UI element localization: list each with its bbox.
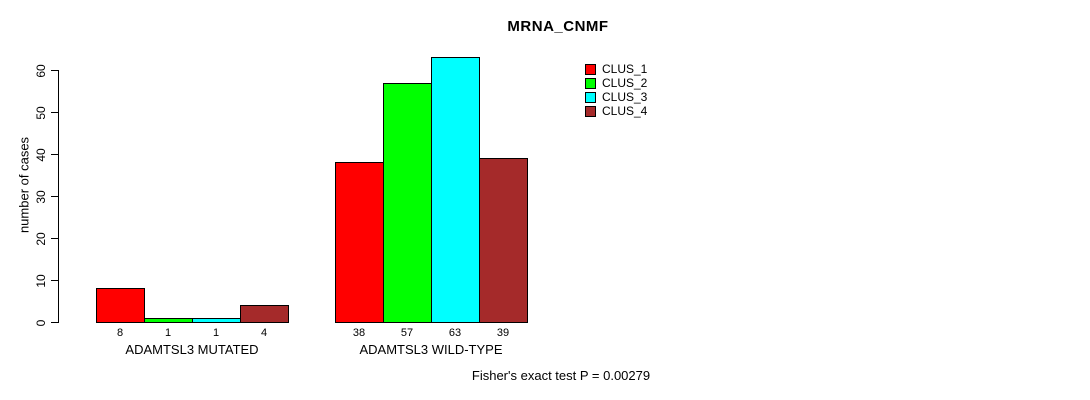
y-axis-tick-label: 10 bbox=[34, 273, 48, 288]
y-axis-line bbox=[58, 70, 59, 323]
bar-clus_1-wild-type bbox=[335, 162, 384, 323]
bar-clus_2-wild-type bbox=[383, 83, 432, 323]
chart-title: MRNA_CNMF bbox=[507, 18, 609, 35]
y-axis-tick-label: 50 bbox=[34, 105, 48, 120]
bar-clus_4-mutated bbox=[240, 305, 289, 323]
bar-value-label: 1 bbox=[212, 327, 220, 339]
legend-label: CLUS_2 bbox=[602, 76, 648, 90]
y-axis-tick-label: 20 bbox=[34, 231, 48, 246]
bar-value-label: 38 bbox=[352, 327, 366, 339]
legend-row-clus_3: CLUS_3 bbox=[585, 90, 647, 104]
bar-clus_3-mutated bbox=[192, 318, 241, 323]
y-axis-tick bbox=[51, 280, 58, 281]
bar-value-label: 63 bbox=[448, 327, 462, 339]
legend: CLUS_1 CLUS_2 CLUS_3 CLUS_4 bbox=[585, 62, 647, 118]
y-axis-tick-label: 40 bbox=[34, 147, 48, 162]
legend-swatch-icon bbox=[585, 105, 596, 117]
bar-clus_4-wild-type bbox=[479, 158, 528, 323]
y-axis-tick bbox=[51, 322, 58, 323]
legend-swatch-icon bbox=[585, 77, 596, 89]
y-axis-tick bbox=[51, 196, 58, 197]
bar-clus_2-mutated bbox=[144, 318, 193, 323]
legend-row-clus_2: CLUS_2 bbox=[585, 76, 647, 90]
bar-value-label: 4 bbox=[260, 327, 268, 339]
y-axis-tick-label: 0 bbox=[34, 319, 48, 326]
y-axis-tick bbox=[51, 238, 58, 239]
legend-label: CLUS_1 bbox=[602, 62, 648, 76]
bar-clus_1-mutated bbox=[96, 288, 145, 323]
y-axis-tick-label: 60 bbox=[34, 63, 48, 78]
bar-value-label: 57 bbox=[400, 327, 414, 339]
bar-value-label: 39 bbox=[496, 327, 510, 339]
y-axis-tick-label: 30 bbox=[34, 189, 48, 204]
y-axis-tick bbox=[51, 154, 58, 155]
legend-row-clus_1: CLUS_1 bbox=[585, 62, 647, 76]
legend-swatch-icon bbox=[585, 63, 596, 75]
bar-clus_3-wild-type bbox=[431, 57, 480, 323]
bar-value-label: 8 bbox=[116, 327, 124, 339]
legend-label: CLUS_3 bbox=[602, 90, 648, 104]
legend-swatch-icon bbox=[585, 91, 596, 103]
y-axis-label: number of cases bbox=[16, 136, 32, 234]
group-label: ADAMTSL3 MUTATED bbox=[125, 342, 259, 357]
y-axis-tick bbox=[51, 70, 58, 71]
legend-label: CLUS_4 bbox=[602, 104, 648, 118]
bar-value-label: 1 bbox=[164, 327, 172, 339]
group-label: ADAMTSL3 WILD-TYPE bbox=[359, 342, 503, 357]
y-axis-tick bbox=[51, 112, 58, 113]
fisher-test-annotation: Fisher's exact test P = 0.00279 bbox=[471, 368, 651, 383]
legend-row-clus_4: CLUS_4 bbox=[585, 104, 647, 118]
